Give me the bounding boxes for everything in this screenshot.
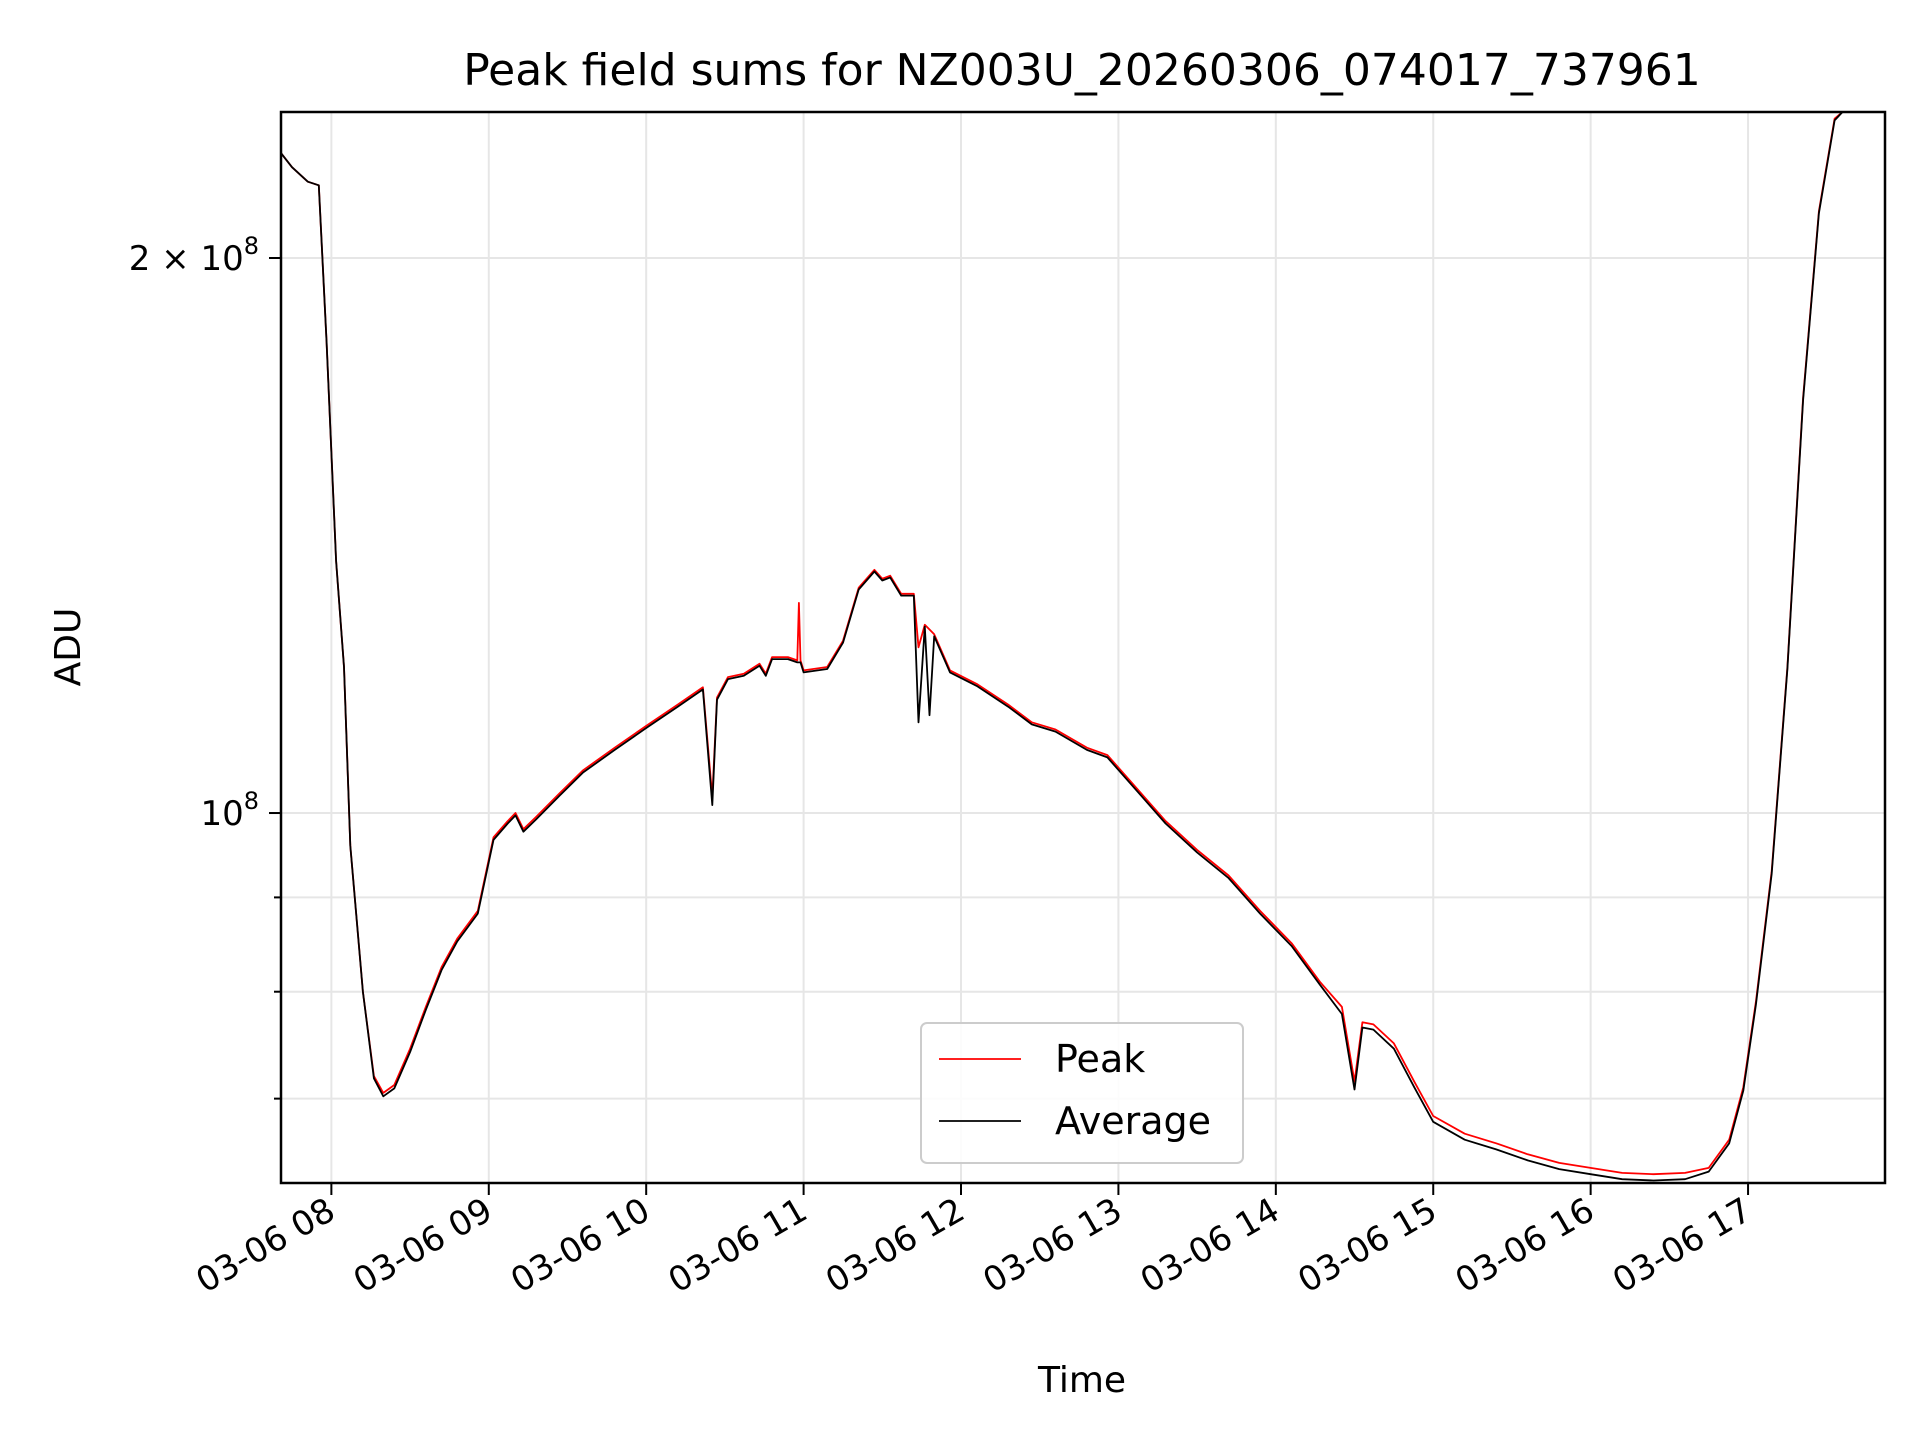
y-tick-label: 2 × 108 <box>129 232 259 279</box>
legend-label-peak: Peak <box>1055 1037 1145 1081</box>
y-tick-label: 108 <box>200 787 259 834</box>
legend: Peak Average <box>920 1022 1244 1164</box>
x-axis-label: Time <box>1037 1360 1126 1401</box>
y-axis: 108 2 × 108 <box>129 232 281 1100</box>
series-layer <box>281 112 1885 1182</box>
series-line-average <box>281 112 1885 1182</box>
y-axis-label: ADU <box>48 608 89 687</box>
series-line-peak <box>281 112 1885 1176</box>
grid <box>281 112 1885 1183</box>
plot-frame <box>279 110 1887 1185</box>
chart-title: Peak field sums for NZ003U_20260306_0740… <box>463 45 1701 96</box>
legend-frame <box>920 1022 1244 1164</box>
legend-label-average: Average <box>1055 1099 1211 1143</box>
